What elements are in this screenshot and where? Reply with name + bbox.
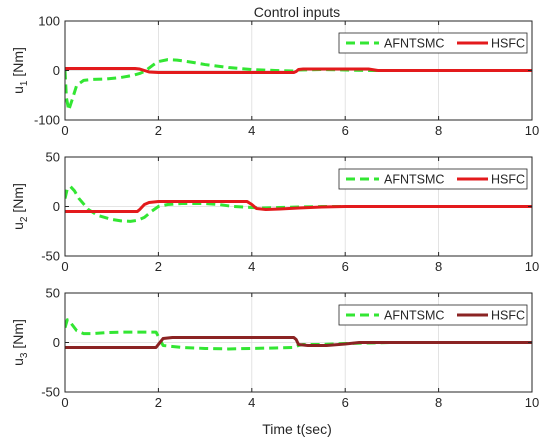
legend-label-afntsmc: AFNTSMC (384, 37, 444, 51)
y-tick-label: 50 (46, 286, 60, 301)
series-line-hsfc (65, 67, 532, 74)
y-axis-label-sub: 3 (19, 352, 30, 358)
x-tick-label: 10 (525, 259, 539, 274)
x-axis-label: Time t(sec) (262, 421, 331, 437)
y-axis-label-main: u (10, 222, 26, 230)
legend-box (338, 168, 528, 190)
series-line-hsfc (65, 200, 532, 213)
series-line-hsfc (65, 336, 532, 349)
x-tick-label: 2 (155, 395, 162, 410)
y-axis-label-sub: 2 (19, 216, 30, 222)
y-tick-label: 0 (53, 63, 60, 78)
legend-label-afntsmc: AFNTSMC (384, 173, 444, 187)
x-tick-label: 2 (155, 259, 162, 274)
x-tick-label: 8 (435, 259, 442, 274)
x-tick-label: 4 (248, 395, 255, 410)
legend-label-hsfc: HSFC (491, 309, 525, 323)
x-tick-label: 10 (525, 395, 539, 410)
legend: AFNTSMC HSFC (338, 168, 528, 190)
legend-box (338, 304, 528, 326)
x-tick-label: 8 (435, 123, 442, 138)
y-tick-label: -50 (41, 249, 60, 264)
y-tick-label: 0 (53, 199, 60, 214)
series-line-afntsmc (65, 318, 532, 351)
y-tick-label: 100 (38, 14, 60, 29)
y-tick-label: -50 (41, 385, 60, 400)
legend-box (338, 32, 528, 54)
y-tick-label: 0 (53, 335, 60, 350)
legend: AFNTSMC HSFC (338, 32, 528, 54)
y-axis-label-sub: 1 (19, 80, 30, 86)
x-tick-label: 6 (342, 395, 349, 410)
y-axis-label-main: u (10, 358, 26, 366)
y-axis-label: u3 [Nm] (10, 319, 30, 366)
y-axis-label-unit: [Nm] (10, 47, 26, 80)
legend-label-hsfc: HSFC (491, 173, 525, 187)
y-tick-label: -100 (34, 113, 60, 128)
x-tick-label: 6 (342, 123, 349, 138)
x-tick-label: 10 (525, 123, 539, 138)
y-tick-label: 50 (46, 150, 60, 165)
y-axis-label-main: u (10, 86, 26, 94)
x-tick-label: 0 (61, 259, 68, 274)
figure-title: Control inputs (254, 4, 340, 20)
legend: AFNTSMC HSFC (338, 304, 528, 326)
x-tick-label: 4 (248, 259, 255, 274)
y-axis-label-unit: [Nm] (10, 319, 26, 352)
x-tick-label: 2 (155, 123, 162, 138)
y-axis-label: u2 [Nm] (10, 183, 30, 230)
legend-label-afntsmc: AFNTSMC (384, 309, 444, 323)
x-tick-label: 4 (248, 123, 255, 138)
y-axis-label: u1 [Nm] (10, 47, 30, 94)
y-axis-label-unit: [Nm] (10, 183, 26, 216)
x-tick-label: 8 (435, 395, 442, 410)
x-tick-label: 0 (61, 395, 68, 410)
x-tick-label: 0 (61, 123, 68, 138)
legend-label-hsfc: HSFC (491, 37, 525, 51)
x-tick-label: 6 (342, 259, 349, 274)
